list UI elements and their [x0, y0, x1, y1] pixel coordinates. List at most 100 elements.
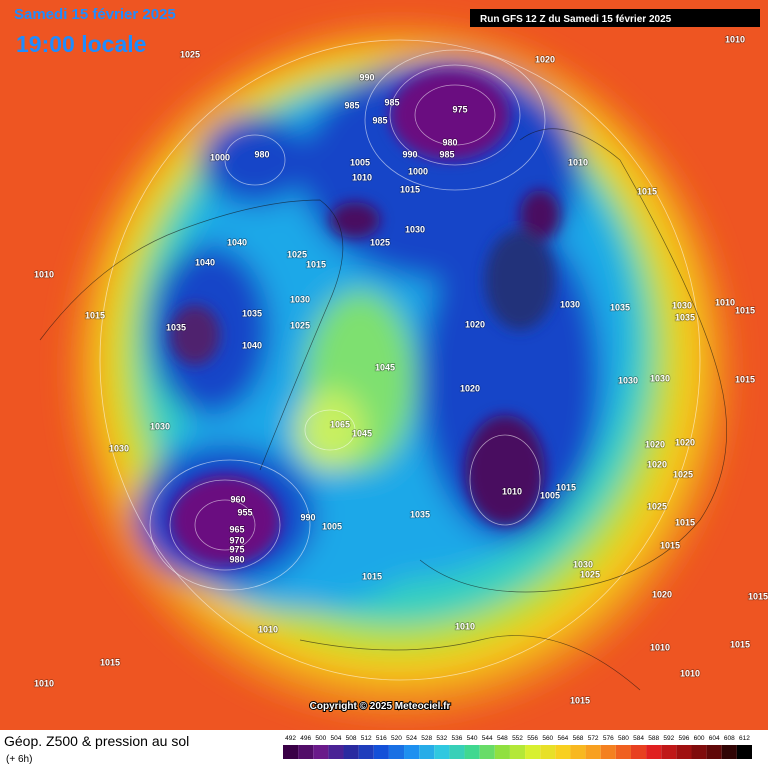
scale-label: 612: [739, 735, 750, 742]
scale-label: 548: [497, 735, 508, 742]
scale-swatch: [509, 745, 526, 759]
pressure-label: 1040: [227, 237, 247, 247]
scale-label: 572: [588, 735, 599, 742]
pressure-label: 1015: [570, 695, 590, 705]
pressure-label: 1010: [455, 621, 475, 631]
scale-swatch: [419, 745, 435, 759]
scale-label: 496: [300, 735, 311, 742]
scale-label: 508: [346, 735, 357, 742]
pressure-label: 1035: [610, 302, 630, 312]
pressure-label: 1025: [290, 320, 310, 330]
pressure-label: 975: [452, 104, 467, 114]
pressure-label: 1005: [540, 490, 560, 500]
scale-swatch: [691, 745, 707, 759]
pressure-label: 990: [402, 149, 417, 159]
pressure-label: 1025: [180, 49, 200, 59]
pressure-label: 1000: [210, 152, 230, 162]
time-label: 19:00 locale: [16, 31, 146, 57]
scale-label: 600: [694, 735, 705, 742]
pressure-label: 1020: [647, 459, 667, 469]
scale-label: 492: [285, 735, 296, 742]
scale-label: 536: [452, 735, 463, 742]
pressure-label: 1030: [573, 559, 593, 569]
scale-label: 516: [376, 735, 387, 742]
scale-label: 544: [482, 735, 493, 742]
scale-swatch: [358, 745, 374, 759]
run-label: Run GFS 12 Z du Samedi 15 février 2025: [480, 14, 672, 25]
scale-swatch: [479, 745, 495, 759]
date-label: Samedi 15 février 2025: [14, 6, 176, 23]
pressure-label: 1030: [109, 443, 129, 453]
pressure-label: 1010: [502, 486, 522, 496]
scale-label: 580: [618, 735, 629, 742]
scale-swatch: [388, 745, 405, 759]
pressure-label: 985: [372, 115, 387, 125]
scale-label: 520: [391, 735, 402, 742]
copyright: Copyright © 2025 Meteociel.fr: [310, 701, 451, 712]
pressure-label: 1010: [34, 678, 54, 688]
scale-label: 552: [512, 735, 523, 742]
pressure-label: 1030: [650, 373, 670, 383]
pressure-label: 970: [229, 535, 244, 545]
pressure-label: 1020: [645, 439, 665, 449]
scale-swatch: [736, 745, 752, 759]
pressure-label: 1010: [680, 668, 700, 678]
pressure-label: 1065: [330, 419, 350, 429]
pressure-label: 1045: [352, 428, 372, 438]
scale-swatch: [373, 745, 389, 759]
pressure-label: 980: [229, 554, 244, 564]
scale-label: 512: [361, 735, 372, 742]
scale-swatch: [404, 745, 420, 759]
scale-swatch: [494, 745, 510, 759]
pressure-label: 1030: [405, 224, 425, 234]
scale-swatch: [283, 745, 299, 759]
scale-label: 592: [663, 735, 674, 742]
scale-swatch: [706, 745, 722, 759]
pressure-label: 1025: [370, 237, 390, 247]
pressure-label: 1020: [535, 54, 555, 64]
run-box: [470, 9, 760, 27]
scale-label: 576: [603, 735, 614, 742]
pressure-label: 1015: [748, 591, 768, 601]
pressure-label: 1040: [195, 257, 215, 267]
footer-subtitle: (+ 6h): [6, 754, 32, 765]
pressure-label: 1025: [647, 501, 667, 511]
pressure-label: 1010: [725, 34, 745, 44]
pressure-label: 1010: [258, 624, 278, 634]
pressure-label: 1010: [352, 172, 372, 182]
pressure-label: 990: [300, 512, 315, 522]
scale-swatch: [585, 745, 601, 759]
scale-swatch: [555, 745, 571, 759]
scale-label: 504: [331, 735, 342, 742]
pressure-label: 955: [237, 507, 252, 517]
scale-label: 524: [406, 735, 417, 742]
pressure-label: 1030: [150, 421, 170, 431]
pressure-label: 1015: [306, 259, 326, 269]
scale-label: 604: [709, 735, 720, 742]
pressure-label: 1035: [410, 509, 430, 519]
scale-label: 584: [633, 735, 644, 742]
pressure-label: 1015: [400, 184, 420, 194]
pressure-label: 1020: [460, 383, 480, 393]
pressure-label: 980: [254, 149, 269, 159]
pressure-label: 1040: [242, 340, 262, 350]
pressure-label: 1030: [290, 294, 310, 304]
pressure-label: 960: [230, 494, 245, 504]
pressure-label: 980: [442, 137, 457, 147]
scale-swatch: [721, 745, 737, 759]
scale-label: 540: [467, 735, 478, 742]
pressure-label: 1015: [556, 482, 576, 492]
pressure-label: 1025: [580, 569, 600, 579]
scale-label: 588: [648, 735, 659, 742]
pressure-label: 1035: [242, 308, 262, 318]
scale-swatch: [676, 745, 692, 759]
pressure-label: 1045: [375, 362, 395, 372]
scale-swatch: [525, 745, 541, 759]
footer-title: Géop. Z500 & pression au sol: [4, 733, 189, 749]
pressure-label: 1010: [715, 297, 735, 307]
pressure-label: 1035: [166, 322, 186, 332]
pressure-label: 985: [384, 97, 399, 107]
